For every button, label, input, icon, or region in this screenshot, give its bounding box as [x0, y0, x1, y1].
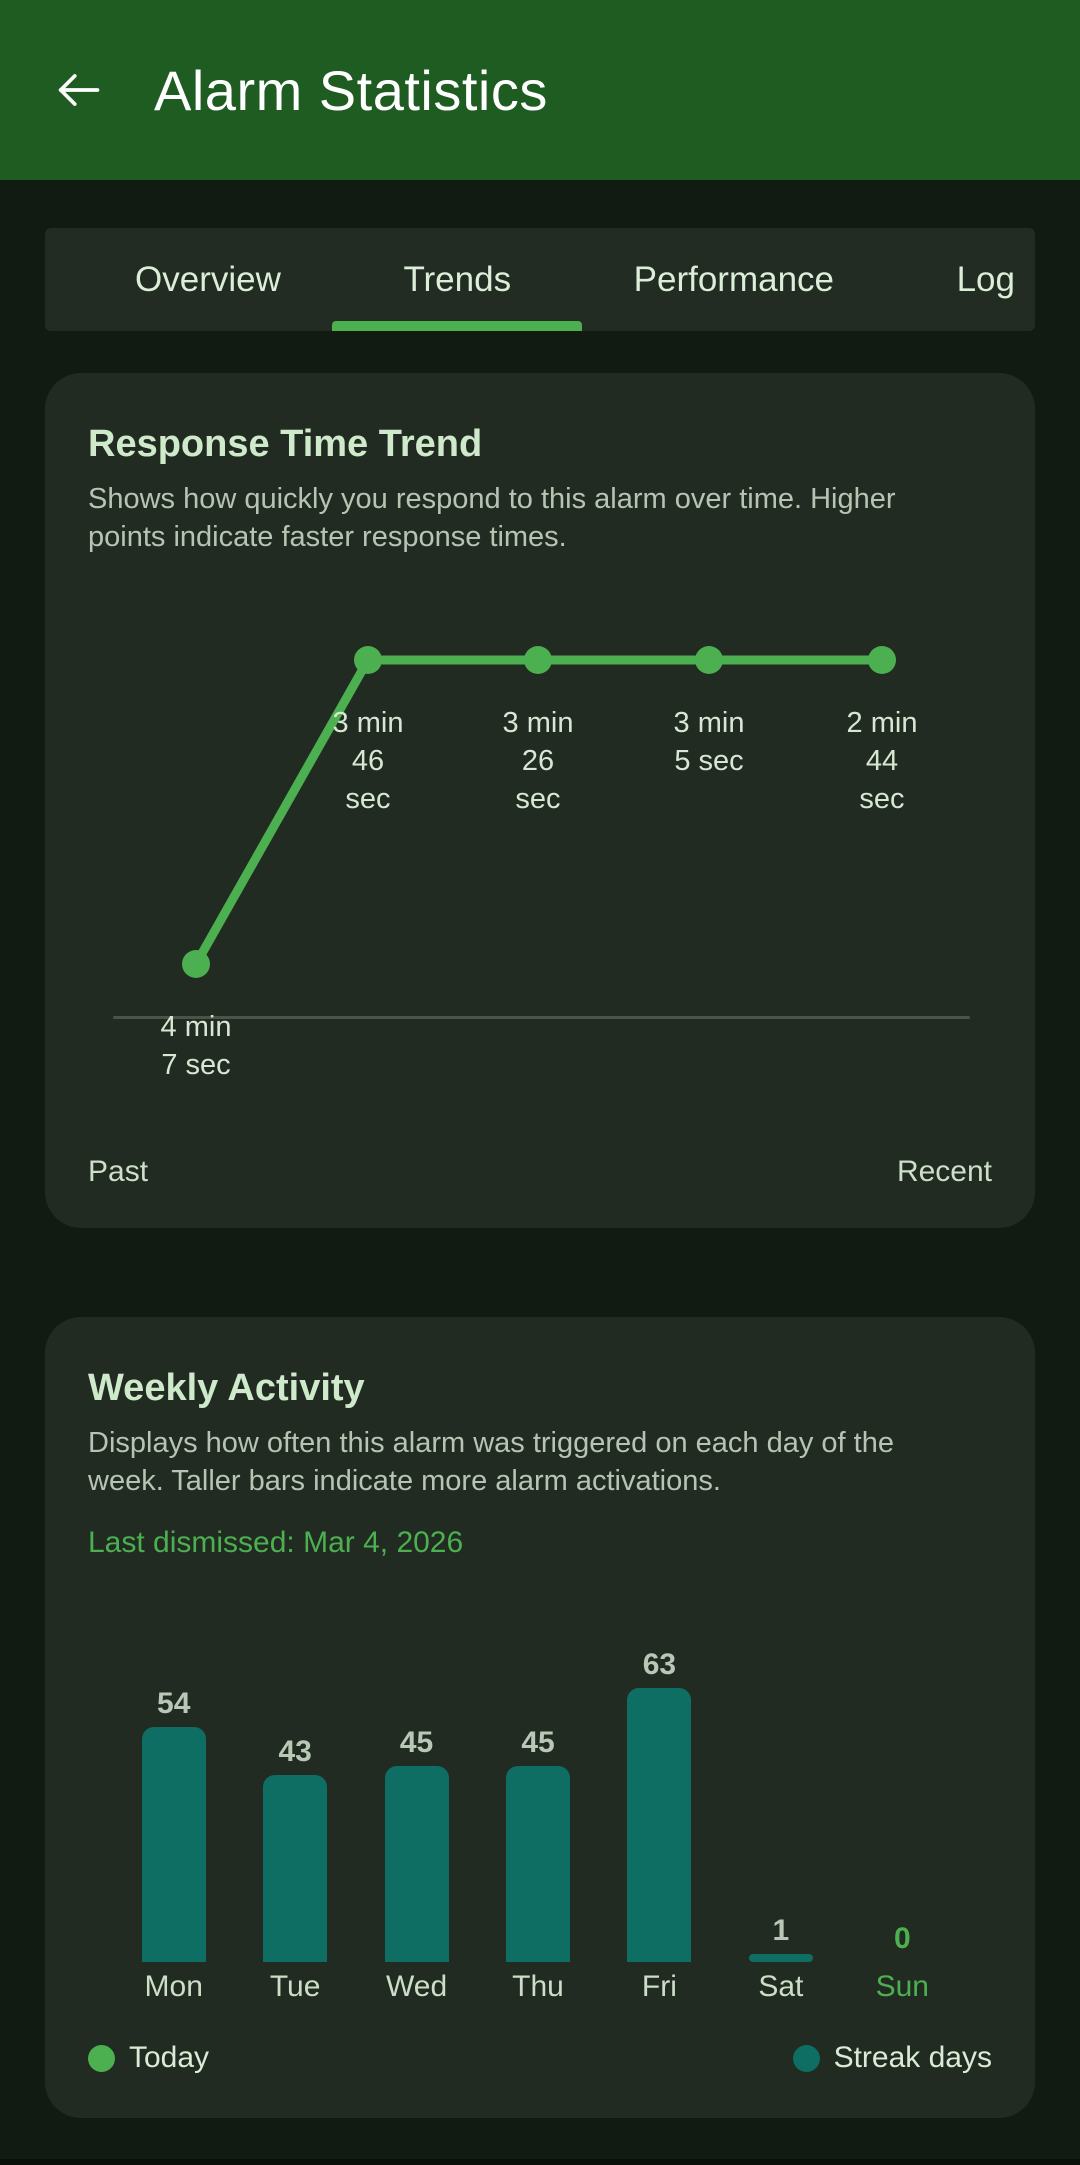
- line-chart: 4 min 7 sec 3 min 46 sec 3 min 26 sec 3 min…: [45, 611, 1035, 1111]
- data-point-label: 2 min 44 sec: [846, 707, 918, 815]
- last-dismissed-text: Last dismissed: Mar 4, 2026: [88, 1526, 464, 1559]
- day-label-sun: Sun: [875, 1970, 929, 2003]
- weekly-activity-card: Weekly Activity Displays how often this …: [45, 1317, 1035, 2118]
- tab-trends[interactable]: Trends: [332, 228, 583, 331]
- legend-today-label: Today: [129, 2041, 210, 2074]
- bar-value-mon: 54: [157, 1687, 191, 1720]
- weekly-card-description: Displays how often this alarm was trigge…: [88, 1427, 894, 1497]
- tab-overview[interactable]: Overview: [135, 228, 281, 331]
- bar-value-wed: 45: [399, 1726, 434, 1759]
- weekly-card-title: Weekly Activity: [88, 1367, 365, 1409]
- tab-label: Performance: [633, 259, 835, 299]
- day-label-wed: Wed: [385, 1970, 448, 2003]
- bar-chart-legend: Today Streak days: [88, 2041, 992, 2075]
- day-label-thu: Thu: [512, 1970, 564, 2003]
- axis-label-past: Past: [88, 1155, 149, 1188]
- trend-card-title: Response Time Trend: [88, 423, 483, 465]
- bar-mon: [141, 1727, 206, 1962]
- response-time-line: [182, 646, 896, 978]
- data-point-label: 3 min 46 sec: [332, 707, 404, 815]
- arrow-left-icon: [52, 64, 104, 116]
- data-point-label: 3 min 26 sec: [502, 707, 574, 815]
- data-point-label: 3 min 5 sec: [673, 707, 745, 777]
- bar-sat: [748, 1954, 813, 1962]
- bar-tue: [263, 1775, 328, 1962]
- axis-label-recent: Recent: [896, 1155, 992, 1188]
- bar-wed: [384, 1766, 449, 1962]
- legend-streak-days: Streak days: [792, 2041, 992, 2075]
- back-button[interactable]: [48, 60, 108, 120]
- today-legend-dot-icon: [88, 2044, 115, 2072]
- day-label-fri: Fri: [641, 1970, 677, 2003]
- bar-fri: [627, 1688, 692, 1962]
- bottom-edge: [0, 2159, 1080, 2165]
- day-label-sat: Sat: [758, 1970, 804, 2003]
- data-point: [695, 646, 723, 674]
- streak-days-legend-dot-icon: [792, 2044, 820, 2072]
- data-point: [524, 646, 552, 674]
- tab-label: Trends: [403, 259, 512, 299]
- x-axis-line: [113, 1016, 970, 1019]
- legend-streak-days-label: Streak days: [833, 2041, 992, 2074]
- data-point-label: 4 min 7 sec: [160, 1011, 232, 1081]
- tab-performance[interactable]: Performance: [634, 228, 834, 331]
- bar-chart: 54 Mon 43 Tue 45 Wed 45 Thu 63 Fri 1 Sat 0 Sun: [113, 1592, 963, 2004]
- bar-thu: [506, 1766, 570, 1962]
- data-point: [182, 950, 210, 978]
- bar-value-sun: 0: [893, 1922, 911, 1955]
- tab-log[interactable]: Log: [957, 228, 1015, 331]
- trend-card-description: Shows how quickly you respond to this al…: [88, 483, 896, 553]
- tab-bar: Overview Trends Performance Log: [45, 228, 1035, 331]
- day-label-tue: Tue: [269, 1970, 321, 2003]
- bar-value-thu: 45: [521, 1726, 555, 1759]
- data-point: [868, 646, 896, 674]
- legend-today: Today: [88, 2041, 209, 2075]
- bar-value-fri: 63: [642, 1648, 677, 1681]
- tab-label: Overview: [135, 259, 281, 299]
- line-chart-axis-labels: Past Recent: [88, 1153, 992, 1191]
- active-tab-indicator: [332, 321, 583, 331]
- response-time-trend-card: Response Time Trend Shows how quickly yo…: [45, 373, 1035, 1228]
- app-bar: Alarm Statistics: [0, 0, 1080, 180]
- bar-value-tue: 43: [278, 1735, 312, 1768]
- bar-value-sat: 1: [772, 1914, 790, 1947]
- page-title: Alarm Statistics: [154, 58, 548, 122]
- data-point: [354, 646, 382, 674]
- day-label-mon: Mon: [144, 1970, 203, 2003]
- tab-label: Log: [956, 259, 1015, 299]
